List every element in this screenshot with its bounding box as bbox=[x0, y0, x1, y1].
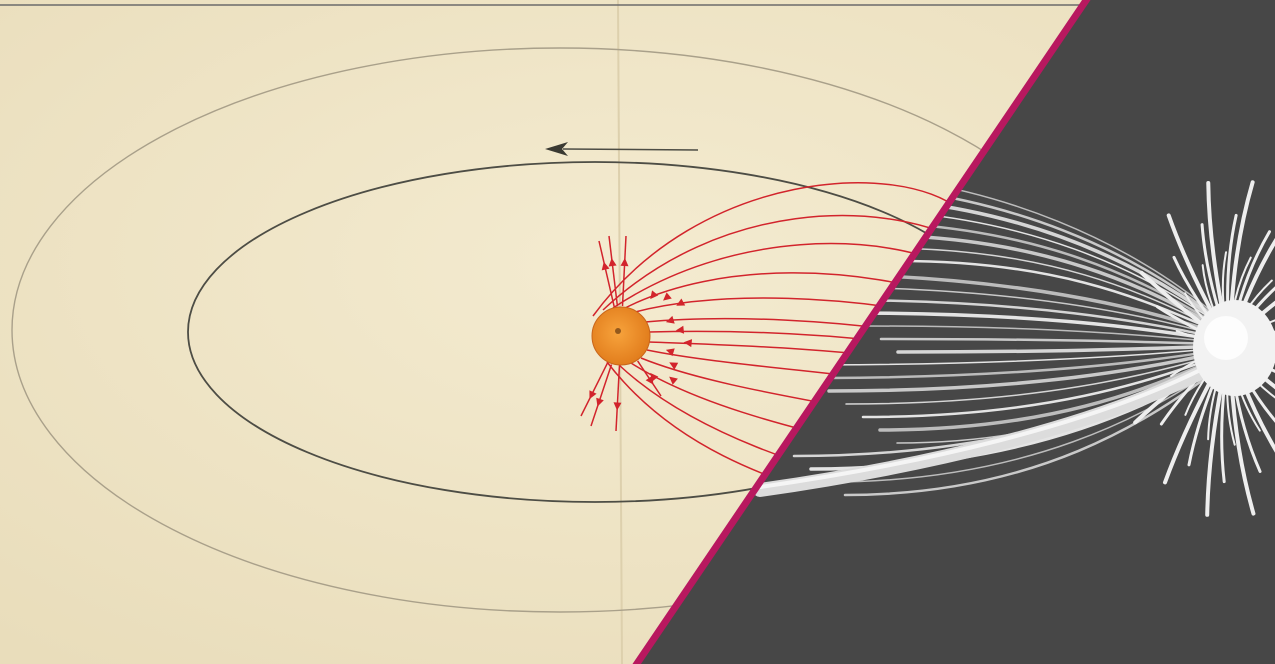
fiber-strand bbox=[896, 344, 1222, 354]
field-arrow-icon bbox=[676, 298, 686, 306]
field-arrow-icon bbox=[669, 376, 678, 385]
field-arrow-icon bbox=[650, 290, 659, 300]
fiber-strand bbox=[863, 325, 1221, 343]
fiber-strand bbox=[810, 348, 1222, 380]
field-ray bbox=[598, 240, 615, 307]
fiber-strand bbox=[897, 259, 1222, 334]
field-ray bbox=[608, 235, 619, 307]
field-arrow-icon bbox=[683, 339, 693, 348]
field-lines bbox=[580, 182, 961, 521]
fiber-strand bbox=[827, 350, 1222, 393]
fiber-strand bbox=[828, 298, 1222, 340]
sculpture-stem bbox=[753, 353, 1232, 497]
field-arrow-icon bbox=[596, 397, 604, 407]
field-ray bbox=[590, 364, 613, 427]
outer-orbit bbox=[11, 47, 1089, 613]
field-line bbox=[592, 182, 961, 317]
field-arrow-icon bbox=[608, 258, 617, 267]
field-arrow-icon bbox=[669, 362, 679, 370]
field-arrow-icon bbox=[589, 390, 597, 400]
field-arrow-icon bbox=[601, 261, 610, 271]
fiber-strand bbox=[845, 353, 1221, 405]
field-line bbox=[602, 214, 961, 311]
field-ray bbox=[621, 235, 627, 307]
field-arrow-icon bbox=[663, 292, 672, 301]
fiber-strand bbox=[861, 354, 1222, 419]
diagonal-divider bbox=[632, 0, 1091, 664]
field-arrow-icon bbox=[675, 325, 685, 334]
sun bbox=[591, 306, 651, 366]
field-arrow-icon bbox=[620, 258, 629, 267]
orbit-direction-arrow-icon bbox=[545, 142, 699, 156]
field-ray bbox=[580, 362, 609, 417]
field-ray bbox=[615, 365, 621, 432]
field-arrow-icon bbox=[613, 402, 622, 411]
field-arrow-icon bbox=[665, 315, 675, 324]
fiber-strand bbox=[879, 337, 1222, 346]
field-arrow-icon bbox=[665, 348, 675, 357]
fiber-strand bbox=[794, 347, 1221, 366]
field-arrow-icon bbox=[650, 372, 659, 382]
sun-spot bbox=[615, 328, 621, 334]
